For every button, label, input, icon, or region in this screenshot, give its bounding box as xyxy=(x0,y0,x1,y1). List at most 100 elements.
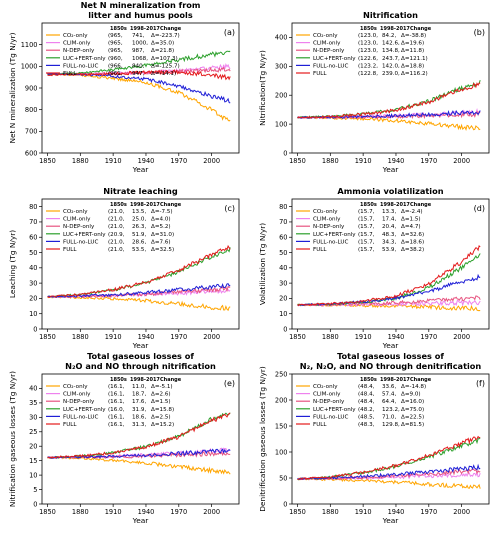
legend-entry-name: CO₂-only xyxy=(313,209,338,215)
legend-value-change: Δ=18.8) xyxy=(401,63,424,69)
x-tick-label: 1970 xyxy=(420,508,437,516)
legend-entry-name: CLIM-only xyxy=(63,392,91,398)
x-tick-label: 1850 xyxy=(289,157,306,165)
series-line-full-no-luc xyxy=(297,109,481,119)
x-tick-label: 1970 xyxy=(420,157,437,165)
series-line-n-dep-only xyxy=(47,285,231,299)
y-tick-label: 200 xyxy=(275,92,288,100)
x-tick-label: 1970 xyxy=(170,333,187,341)
y-tick-label: 700 xyxy=(25,128,38,136)
x-tick-label: 2000 xyxy=(203,333,220,341)
legend-value-change: Δ=-38.8) xyxy=(401,33,426,39)
x-tick-label: 1910 xyxy=(355,333,372,341)
y-tick-label: 20 xyxy=(29,443,37,451)
series-line-full-no-luc xyxy=(297,463,481,480)
legend-value-1998-2017: 987, xyxy=(132,48,145,54)
legend-entry-name: CLIM-only xyxy=(313,217,341,223)
legend-entry-name: CLIM-only xyxy=(63,217,91,223)
y-tick-label: 250 xyxy=(275,370,288,378)
panel-title: N₂O and NO through nitrification xyxy=(65,361,216,371)
x-tick-label: 1910 xyxy=(355,508,372,516)
series-lines xyxy=(47,412,231,475)
legend-value-1850s: (21.0, xyxy=(108,247,125,253)
panel-d: Ammonia volatilization 0 10 20 30 40 50 60 70 80 1… xyxy=(258,186,490,350)
panel-title: Ammonia volatilization xyxy=(337,186,443,196)
legend-value-1850s: (48.2, xyxy=(358,407,375,413)
legend-entry-name: FULL-no-LUC xyxy=(63,63,98,69)
panel-label: (c) xyxy=(224,204,235,213)
x-tick-label: 2000 xyxy=(203,508,220,516)
x-tick-label: 1940 xyxy=(388,508,405,516)
legend-value-change: Δ=22.5) xyxy=(401,414,424,420)
legend-header-change: Change xyxy=(410,377,432,383)
legend-value-1998-2017: 129.8, xyxy=(382,422,400,428)
legend-value-change: Δ=1.5) xyxy=(151,399,171,405)
legend-entry-name: CLIM-only xyxy=(313,41,341,47)
legend-value-change: Δ=116.2) xyxy=(401,71,428,77)
x-axis-label: Year xyxy=(382,516,400,525)
plot-frame xyxy=(41,373,240,505)
legend-entry-name: FULL xyxy=(63,422,77,428)
y-axis-label: Volatilization (Tg N/yr) xyxy=(258,223,267,305)
legend-value-1998-2017: 20.4, xyxy=(382,224,396,230)
legend-value-1998-2017: 53.9, xyxy=(382,247,396,253)
legend-value-1998-2017: 11.0, xyxy=(132,384,146,390)
panel-title: Nitrification xyxy=(363,10,418,20)
legend-entry-name: FULL-no-LUC xyxy=(313,63,348,69)
plot-frame xyxy=(291,198,490,330)
series-line-full xyxy=(297,435,481,481)
legend-value-change: Δ=-2.4) xyxy=(401,209,423,215)
y-tick-label: 20 xyxy=(279,295,287,303)
legend-value-change: Δ=9.0) xyxy=(401,392,421,398)
legend-value-1850s: (16.1, xyxy=(108,399,125,405)
series-line-co2-only xyxy=(47,72,231,122)
legend-entry-name: N-DEP-only xyxy=(313,224,345,230)
legend-value-1998-2017: 25.0, xyxy=(132,217,146,223)
legend-value-change: Δ=75.0) xyxy=(401,407,424,413)
x-tick-label: 1850 xyxy=(39,157,56,165)
y-axis-label: Nitrification(Tg N/yr) xyxy=(258,50,267,126)
y-tick-label: 40 xyxy=(29,385,37,393)
legend-value-1850s: (123.2, xyxy=(358,63,378,69)
x-tick-label: 1880 xyxy=(322,157,339,165)
legend-value-1998-2017: 134.8, xyxy=(382,48,400,54)
x-tick-label: 1910 xyxy=(105,333,122,341)
panel-c: Nitrate leaching 0 10 20 30 40 50 60 70 80 1850 188… xyxy=(8,186,240,350)
y-tick-label: 80 xyxy=(29,203,37,211)
panel-title: Net N mineralization from xyxy=(81,0,201,10)
x-tick-label: 2000 xyxy=(453,508,470,516)
legend-value-1850s: (16.1, xyxy=(108,392,125,398)
y-tick-label: 0 xyxy=(283,325,287,333)
series-line-full xyxy=(47,244,231,298)
y-tick-label: 300 xyxy=(275,63,288,71)
x-axis-label: Year xyxy=(132,516,150,525)
y-tick-label: 100 xyxy=(275,448,288,456)
legend-entry-name: LUC+FERT-only xyxy=(63,407,106,413)
legend-value-change: Δ=16.0) xyxy=(401,399,424,405)
legend-value-change: Δ=35.0) xyxy=(151,41,174,47)
panel-title: Total gaseous losses of xyxy=(87,351,194,361)
legend: 1850s 1998-2017 Change CO₂-only (965, 741, Δ=-… xyxy=(46,26,182,77)
legend-header-1850s: 1850s xyxy=(360,202,377,208)
legend-entry-name: FULL-no-LUC xyxy=(63,414,98,420)
legend-value-1850s: (21.0, xyxy=(108,209,125,215)
x-tick-label: 1880 xyxy=(322,508,339,516)
legend-entry-name: N-DEP-only xyxy=(63,48,95,54)
legend-value-1850s: (960, xyxy=(108,56,123,62)
panel-title: Nitrate leaching xyxy=(103,186,178,196)
y-tick-label: 50 xyxy=(279,474,287,482)
legend-header-1850s: 1850s xyxy=(360,377,377,383)
y-tick-label: 35 xyxy=(29,399,37,407)
y-tick-label: 30 xyxy=(279,279,287,287)
legend-entry-name: FULL xyxy=(313,71,327,77)
series-line-full xyxy=(297,244,481,307)
legend-value-1850s: (48.3, xyxy=(358,422,375,428)
legend-value-change: Δ=-125.7) xyxy=(151,63,180,69)
legend-entry-name: CO₂-only xyxy=(63,384,88,390)
legend-header-change: Change xyxy=(410,202,432,208)
legend-entry-name: N-DEP-only xyxy=(63,399,95,405)
x-tick-label: 1850 xyxy=(39,333,56,341)
y-tick-label: 600 xyxy=(25,149,38,157)
